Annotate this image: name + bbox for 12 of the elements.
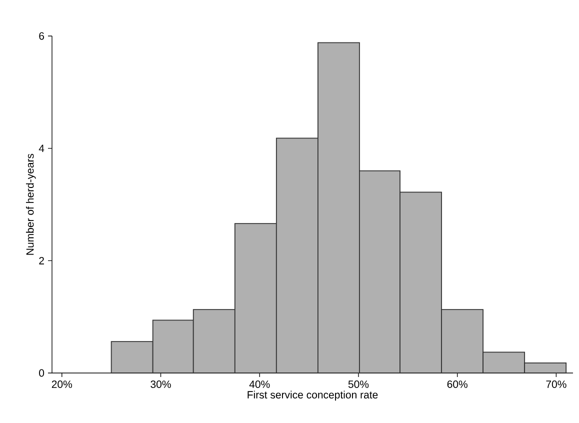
x-tick-label: 30%: [150, 380, 171, 388]
x-tick-label: 50%: [348, 380, 369, 388]
x-tick-label: 60%: [447, 380, 468, 388]
x-axis-title: First service conception rate: [248, 390, 378, 401]
x-tick-label: 20%: [52, 380, 72, 388]
y-tick-label: 6: [39, 32, 44, 40]
y-tick-label: 2: [39, 257, 44, 264]
y-axis-title: Number of herd-years: [26, 154, 36, 255]
x-tick-label: 70%: [546, 380, 566, 388]
y-tick-label: 4: [38, 144, 44, 152]
x-tick-label: 40%: [249, 380, 270, 388]
y-tick-label: 0: [39, 369, 44, 377]
